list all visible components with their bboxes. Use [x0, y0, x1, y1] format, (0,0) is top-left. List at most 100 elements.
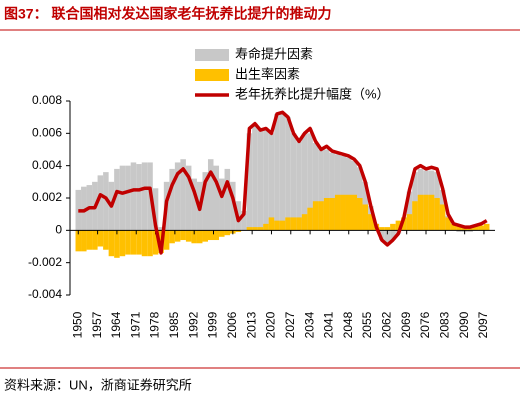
bar — [180, 230, 186, 241]
bar — [329, 198, 335, 231]
x-tick-label: 1992 — [186, 311, 200, 338]
bar — [246, 227, 253, 231]
bar — [114, 168, 120, 231]
bar — [191, 178, 197, 231]
legend-label: 寿命提升因素 — [235, 46, 313, 61]
bar — [334, 194, 341, 231]
bar — [329, 152, 335, 231]
x-tick-label: 2034 — [302, 311, 316, 338]
x-tick-label: 2048 — [341, 311, 355, 338]
bar — [467, 230, 473, 232]
bar — [130, 162, 137, 231]
bar — [362, 204, 369, 231]
bar — [136, 230, 142, 255]
bar — [235, 230, 242, 232]
bar — [152, 188, 159, 231]
bar — [224, 230, 231, 236]
bar — [252, 227, 258, 231]
bar — [263, 130, 269, 231]
bar — [412, 201, 418, 231]
bar — [141, 162, 148, 231]
bar — [307, 207, 313, 231]
bar — [169, 230, 175, 244]
x-tick-label: 1950 — [70, 311, 84, 338]
bar — [290, 133, 297, 231]
chart-title: 图37： 联合国相对发达国家老年抚养比提升的推动力 — [4, 6, 331, 22]
bar — [428, 194, 435, 231]
bar — [158, 227, 164, 231]
bar — [445, 217, 451, 231]
bar — [357, 198, 363, 231]
bar — [268, 133, 275, 231]
bar — [406, 191, 413, 231]
bar — [340, 155, 346, 231]
legend-swatch — [195, 69, 229, 81]
bar — [345, 194, 352, 231]
y-tick-label: 0 — [55, 223, 62, 237]
bar — [406, 214, 413, 231]
bar — [434, 198, 440, 231]
bar — [379, 230, 385, 241]
bar — [456, 225, 462, 231]
x-tick-label: 2006 — [225, 311, 239, 338]
bar — [296, 141, 302, 231]
bar — [423, 194, 429, 231]
bar — [92, 230, 98, 250]
bar — [108, 230, 115, 257]
bar — [224, 168, 231, 231]
x-tick-label: 2090 — [457, 311, 471, 338]
bar — [252, 123, 258, 231]
x-tick-label: 2055 — [360, 311, 374, 338]
bar — [119, 230, 126, 257]
bar — [345, 157, 352, 231]
bar — [125, 165, 131, 231]
x-tick-label: 1978 — [148, 311, 162, 338]
bar — [483, 223, 490, 231]
bar — [257, 130, 264, 231]
bar — [368, 214, 374, 231]
bar — [97, 230, 104, 247]
bar — [75, 230, 82, 252]
y-tick-label: 0.006 — [32, 126, 62, 140]
bar — [290, 217, 297, 231]
bar — [174, 230, 181, 242]
bar — [318, 149, 324, 231]
bar — [230, 181, 236, 231]
line — [78, 110, 488, 255]
bar — [147, 230, 153, 257]
bar — [312, 143, 319, 231]
legend-label: 老年抚养比提升幅度（%） — [235, 86, 390, 101]
bar — [307, 133, 313, 231]
bar — [169, 168, 175, 231]
bar — [472, 225, 479, 231]
bar — [318, 201, 324, 231]
legend-swatch — [195, 49, 229, 61]
y-tick-label: -0.002 — [28, 255, 62, 269]
bar — [97, 175, 104, 231]
x-tick-label: 1964 — [109, 311, 123, 338]
x-tick-label: 1957 — [90, 311, 104, 338]
bar — [125, 230, 131, 255]
bar — [219, 178, 225, 231]
bar — [390, 230, 396, 241]
y-tick-label: -0.004 — [28, 287, 62, 301]
bar — [207, 159, 214, 231]
bar — [263, 223, 269, 231]
x-tick-label: 1999 — [206, 311, 220, 338]
x-tick-label: 2013 — [244, 311, 258, 338]
x-tick-label: 1985 — [167, 311, 181, 338]
bar — [81, 186, 87, 231]
bar — [163, 230, 170, 250]
bar — [141, 230, 148, 257]
x-tick-label: 2097 — [476, 311, 490, 338]
bar — [379, 227, 385, 231]
bar — [390, 223, 396, 231]
y-tick-label: 0.008 — [32, 93, 62, 107]
bar — [384, 227, 391, 231]
bar — [103, 230, 109, 250]
x-tick-label: 2027 — [283, 311, 297, 338]
x-tick-label: 2083 — [437, 311, 451, 338]
bar — [196, 230, 203, 244]
bar — [81, 230, 87, 252]
bar — [185, 230, 192, 242]
